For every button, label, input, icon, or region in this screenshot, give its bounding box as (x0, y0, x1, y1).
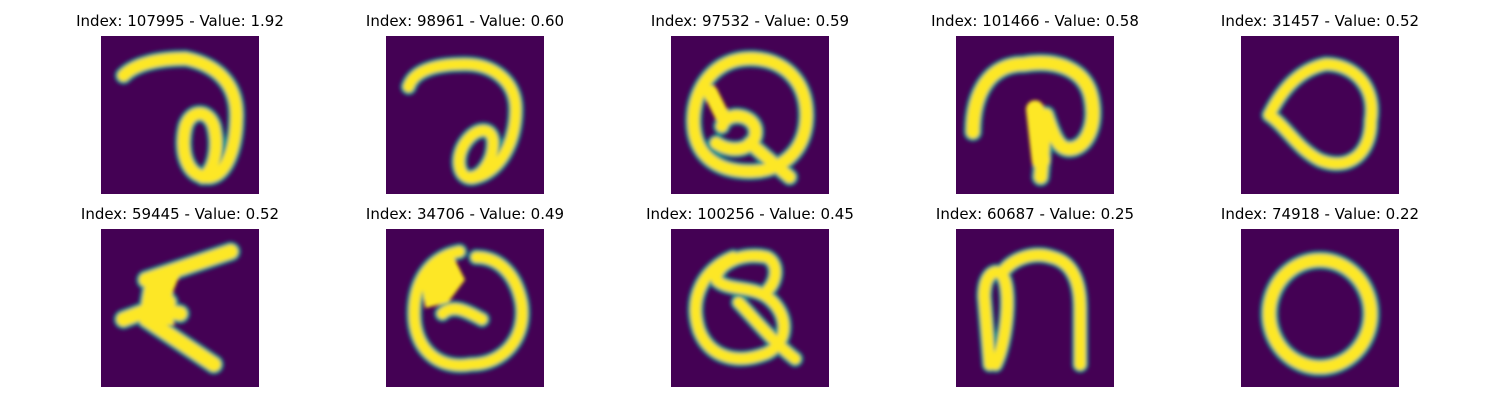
digit-image (386, 36, 544, 194)
digit-image (671, 36, 829, 194)
panel-title: Index: 107995 - Value: 1.92 (76, 12, 284, 30)
digit-image (101, 229, 259, 387)
panel-title: Index: 97532 - Value: 0.59 (650, 12, 850, 30)
panel-title: Index: 34706 - Value: 0.49 (365, 205, 565, 223)
digit-image (956, 229, 1114, 387)
panel-title: Index: 98961 - Value: 0.60 (365, 12, 565, 30)
panel-title: Index: 59445 - Value: 0.52 (80, 205, 280, 223)
panel-title: Index: 60687 - Value: 0.25 (935, 205, 1135, 223)
digit-image (671, 229, 829, 387)
digit-image (101, 36, 259, 194)
panel-title: Index: 31457 - Value: 0.52 (1220, 12, 1420, 30)
digit-image (956, 36, 1114, 194)
panel-title: Index: 100256 - Value: 0.45 (646, 205, 854, 223)
digit-image (1241, 36, 1399, 194)
panel-title: Index: 101466 - Value: 0.58 (931, 12, 1139, 30)
digit-image (386, 229, 544, 387)
digit-image (1241, 229, 1399, 387)
panel-title: Index: 74918 - Value: 0.22 (1220, 205, 1420, 223)
